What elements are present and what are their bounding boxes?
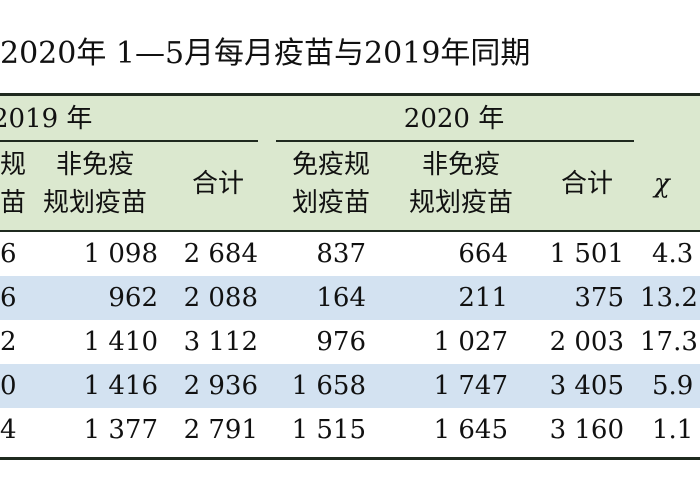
header-2019-immune-part1: 规 — [0, 150, 27, 180]
row-4-total-2020: 3 405 — [549, 371, 624, 401]
row-1-total-2020: 1 501 — [549, 239, 624, 269]
header-2019-immune-part2: 苗 — [0, 188, 27, 218]
row-4-total-2019: 2 936 — [183, 371, 258, 401]
top-rule — [0, 93, 700, 96]
row-3-immune-2020: 976 — [316, 327, 366, 357]
row-5-left-fragment: 4 — [0, 415, 17, 445]
header-bottom-rule — [0, 230, 700, 232]
row-3-total-2019: 3 112 — [183, 327, 258, 357]
row-4-nonimmune-2020: 1 747 — [433, 371, 508, 401]
row-4-nonimmune-2019: 1 416 — [83, 371, 158, 401]
row-2-nonimmune-2020: 211 — [458, 283, 508, 313]
row-1-left-fragment: 6 — [0, 239, 17, 269]
row-5-immune-2020: 1 515 — [291, 415, 366, 445]
header-2019-nonimmune-line1: 非免疫 — [55, 150, 134, 180]
header-2020-immune-line2: 划疫苗 — [291, 188, 370, 218]
row-2-total-2019: 2 088 — [183, 283, 258, 313]
table-caption: 2020年 1—5月每月疫苗与2019年同期 — [0, 36, 531, 71]
row-4-left-fragment: 0 — [0, 371, 17, 401]
header-2020-nonimmune-line2: 规划疫苗 — [408, 188, 513, 218]
row-1-chi: 4.3 — [652, 239, 694, 269]
header-year-2019: 2019 年 — [0, 104, 93, 134]
header-2020-nonimmune-line1: 非免疫 — [421, 150, 500, 180]
row-5-chi: 1.1 — [652, 415, 694, 445]
row-2-chi: 13.2 — [640, 283, 698, 313]
row-3-chi: 17.3 — [640, 327, 698, 357]
row-5-nonimmune-2020: 1 645 — [433, 415, 508, 445]
row-2-immune-2020: 164 — [316, 283, 366, 313]
row-3-total-2020: 2 003 — [549, 327, 624, 357]
row-3-nonimmune-2020: 1 027 — [433, 327, 508, 357]
header-chi-square: χ — [654, 169, 670, 199]
row-4-chi: 5.9 — [652, 371, 694, 401]
header-2019-nonimmune-line2: 规划疫苗 — [42, 188, 147, 218]
row-1-nonimmune-2019: 1 098 — [83, 239, 158, 269]
row-band-4 — [0, 364, 700, 408]
row-5-total-2019: 2 791 — [183, 415, 258, 445]
row-1-nonimmune-2020: 664 — [458, 239, 508, 269]
row-band-5 — [0, 408, 700, 452]
year-2020-rule — [276, 140, 634, 142]
row-band-3 — [0, 320, 700, 364]
row-2-total-2020: 375 — [574, 283, 624, 313]
header-2020-immune-line1: 免疫规 — [291, 150, 370, 180]
row-3-left-fragment: 2 — [0, 327, 17, 357]
row-2-nonimmune-2019: 962 — [108, 283, 158, 313]
year-2019-rule — [0, 140, 258, 142]
header-2020-total: 合计 — [560, 169, 613, 199]
row-band-2 — [0, 276, 700, 320]
row-5-total-2020: 3 160 — [549, 415, 624, 445]
header-2019-total: 合计 — [191, 169, 244, 199]
row-5-nonimmune-2019: 1 377 — [83, 415, 158, 445]
header-background — [0, 96, 700, 230]
row-1-total-2019: 2 684 — [183, 239, 258, 269]
row-2-left-fragment: 6 — [0, 283, 17, 313]
bottom-rule — [0, 457, 700, 460]
row-band-1 — [0, 232, 700, 276]
row-4-immune-2020: 1 658 — [291, 371, 366, 401]
header-year-2020: 2020 年 — [403, 104, 505, 134]
row-3-nonimmune-2019: 1 410 — [83, 327, 158, 357]
row-1-immune-2020: 837 — [316, 239, 366, 269]
